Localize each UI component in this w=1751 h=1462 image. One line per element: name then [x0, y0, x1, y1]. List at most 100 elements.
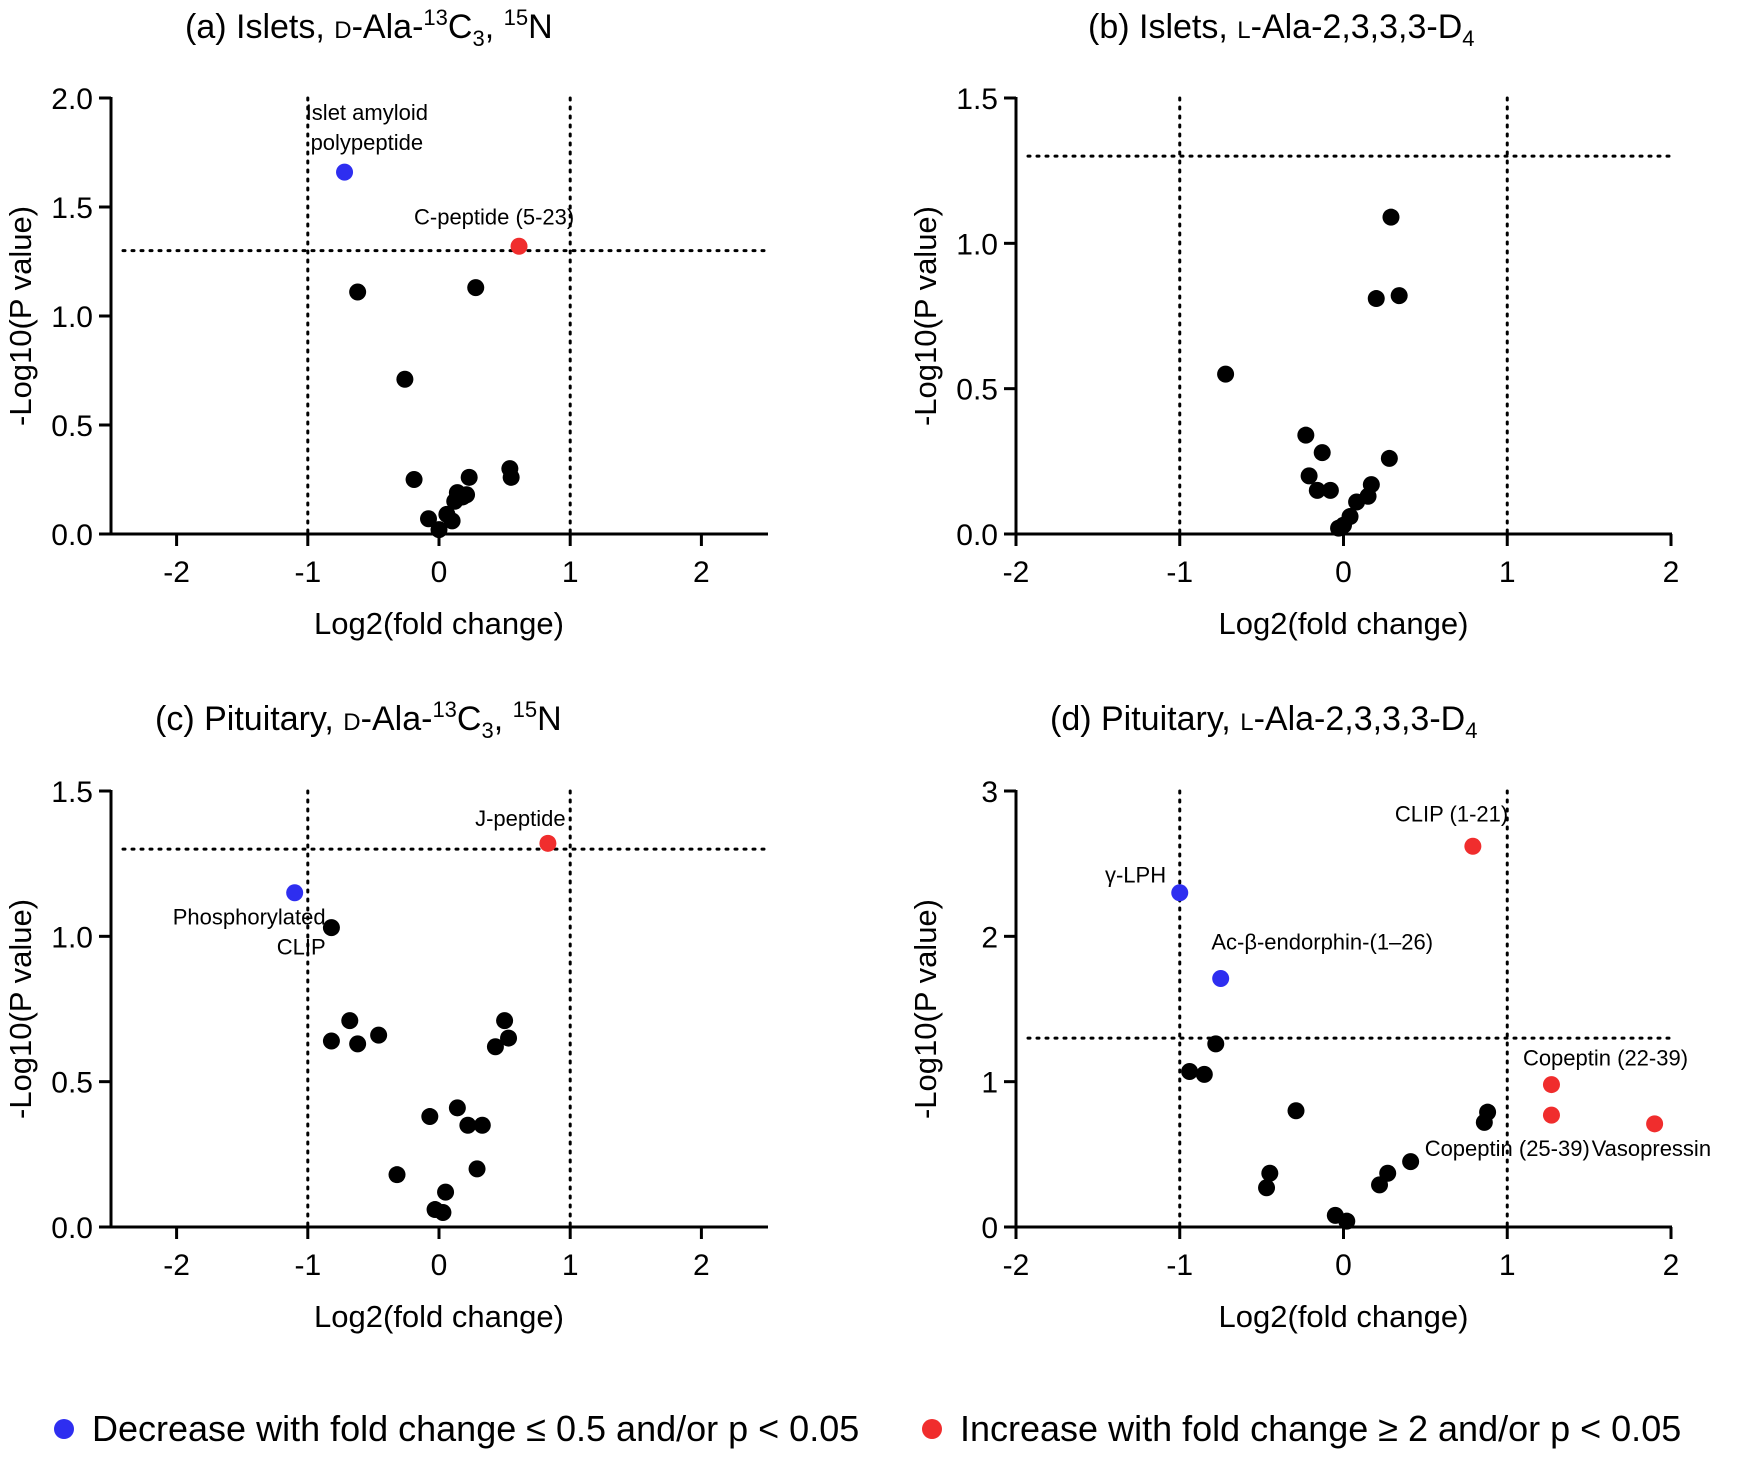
x-tick-label: -1 [294, 1249, 321, 1282]
panel-title-main3: , [485, 8, 504, 46]
panel-title-main2: C [457, 700, 482, 738]
y-axis-label: -Log10(P value) [3, 899, 38, 1119]
x-tick-label: 1 [1499, 1249, 1516, 1282]
data-point-neutral [459, 1116, 477, 1134]
y-axis-label: -Log10(P value) [908, 206, 943, 426]
panel-title-smallcaps: D [334, 17, 351, 44]
panel-title-main: -Ala- [361, 700, 433, 738]
panel-title-prefix: Pituitary, [1092, 700, 1241, 738]
panel-title-prefix: Islets, [1130, 8, 1238, 46]
y-axis-label: -Log10(P value) [3, 206, 38, 426]
x-tick-label: 2 [1663, 556, 1680, 589]
y-tick-label: 2.0 [51, 83, 93, 116]
panel-3: (d) Pituitary, L-Ala-2,3,3,3-D4 0 1 2 3 -2 -1 0… [908, 700, 1711, 1334]
x-tick-label: 0 [1335, 1249, 1352, 1282]
data-point-neutral [434, 1203, 452, 1221]
legend-decrease-label: Decrease with fold change ≤ 0.5 and/or p… [92, 1408, 860, 1449]
panel-title-subscript: 4 [1462, 26, 1474, 51]
legend-increase-label: Increase with fold change ≥ 2 and/or p <… [960, 1408, 1682, 1449]
y-tick-label: 0.5 [51, 410, 93, 443]
panel-title-main: -Ala-2,3,3,3-D [1254, 700, 1466, 738]
data-point-neutral [349, 283, 367, 301]
y-tick-label: 3 [981, 776, 998, 809]
x-tick-label: -2 [1003, 1249, 1030, 1282]
panel-title-prefix: Pituitary, [195, 700, 344, 738]
y-tick-label: 1.0 [51, 921, 93, 954]
panel-title-smallcaps: D [343, 709, 360, 736]
x-tick-label: -2 [163, 556, 190, 589]
x-axis-label: Log2(fold change) [314, 1299, 564, 1334]
x-tick-label: -1 [1166, 1249, 1193, 1282]
data-point-neutral [1479, 1103, 1497, 1121]
panel-title-main3: , [494, 700, 513, 738]
y-tick-label: 1.5 [51, 776, 93, 809]
x-axis-label: Log2(fold change) [314, 606, 564, 641]
panel-title-main4: N [537, 700, 562, 738]
data-point-increase [1542, 1106, 1560, 1124]
x-tick-label: -1 [294, 556, 321, 589]
data-point-neutral [1207, 1035, 1225, 1053]
y-tick-label: 1.5 [956, 83, 998, 116]
panel-title-main2: C [448, 8, 473, 46]
data-point-neutral [437, 1183, 455, 1201]
panel-2: (c) Pituitary, D-Ala-13C3, 15N 0.0 0.5 1.0 1… [3, 697, 769, 1334]
data-point-neutral [468, 1160, 486, 1178]
panel-letter: (b) [1088, 8, 1130, 46]
data-point-neutral [1380, 449, 1398, 467]
data-point-neutral [322, 1032, 340, 1050]
panel-title-subscript: 3 [472, 26, 484, 51]
y-tick-label: 0.0 [51, 519, 93, 552]
data-point-neutral [349, 1035, 367, 1053]
point-annotation: Islet amyloid [306, 100, 428, 125]
data-point-neutral [1313, 444, 1331, 462]
y-tick-label: 1.5 [51, 192, 93, 225]
legend-increase: Increase with fold change ≥ 2 and/or p <… [922, 1408, 1681, 1450]
data-point-neutral [496, 1012, 514, 1030]
data-point-neutral [1195, 1065, 1213, 1083]
panel-title-subscript: 3 [481, 718, 493, 743]
y-tick-label: 0.0 [956, 519, 998, 552]
data-point-neutral [1321, 481, 1339, 499]
data-point-increase [1646, 1115, 1664, 1133]
data-point-decrease [286, 884, 304, 902]
data-point-increase [539, 834, 557, 852]
point-annotation: CLIP (1-21) [1395, 802, 1508, 827]
x-tick-label: 1 [562, 1249, 579, 1282]
data-point-neutral [396, 370, 414, 388]
data-point-neutral [1379, 1164, 1397, 1182]
x-tick-label: -2 [163, 1249, 190, 1282]
data-point-neutral [458, 486, 476, 504]
panel-title-superscript: 13 [432, 697, 456, 722]
point-annotation: CLIP [277, 935, 326, 960]
data-point-neutral [405, 471, 423, 488]
panel-title-superscript: 13 [423, 5, 447, 30]
panel-title: (a) Islets, D-Ala-13C3, 15N [185, 5, 553, 51]
panel-title-main: -Ala- [352, 8, 424, 46]
point-annotation: C-peptide (5-23) [414, 204, 574, 229]
panel-letter: (c) [155, 700, 195, 738]
panel-title: (c) Pituitary, D-Ala-13C3, 15N [155, 697, 562, 743]
panel-title-superscript2: 15 [513, 697, 537, 722]
panel-title-main4: N [528, 8, 553, 46]
panel-title-subscript: 4 [1465, 718, 1477, 743]
data-point-neutral [341, 1012, 359, 1030]
x-tick-label: -2 [1003, 556, 1030, 589]
data-point-increase [510, 237, 528, 255]
data-point-neutral [443, 512, 461, 530]
panel-1: (b) Islets, L-Ala-2,3,3,3-D4 0.0 0.5 1.0 1.5… [908, 8, 1679, 641]
data-point-decrease [336, 163, 354, 181]
y-tick-label: 1.0 [51, 301, 93, 334]
legend-decrease: Decrease with fold change ≤ 0.5 and/or p… [54, 1408, 859, 1450]
x-tick-label: 1 [562, 556, 579, 589]
x-tick-label: 0 [431, 556, 448, 589]
data-point-neutral [1382, 208, 1400, 226]
data-point-increase [1542, 1076, 1560, 1094]
data-point-decrease [1212, 969, 1230, 987]
legend-increase-marker [922, 1419, 942, 1439]
data-point-neutral [460, 468, 478, 486]
panel-title-superscript2: 15 [504, 5, 528, 30]
point-annotation: Ac-β-endorphin-(1–26) [1211, 929, 1433, 954]
y-tick-label: 0.0 [51, 1212, 93, 1245]
panel-title: (b) Islets, L-Ala-2,3,3,3-D4 [1088, 8, 1475, 51]
